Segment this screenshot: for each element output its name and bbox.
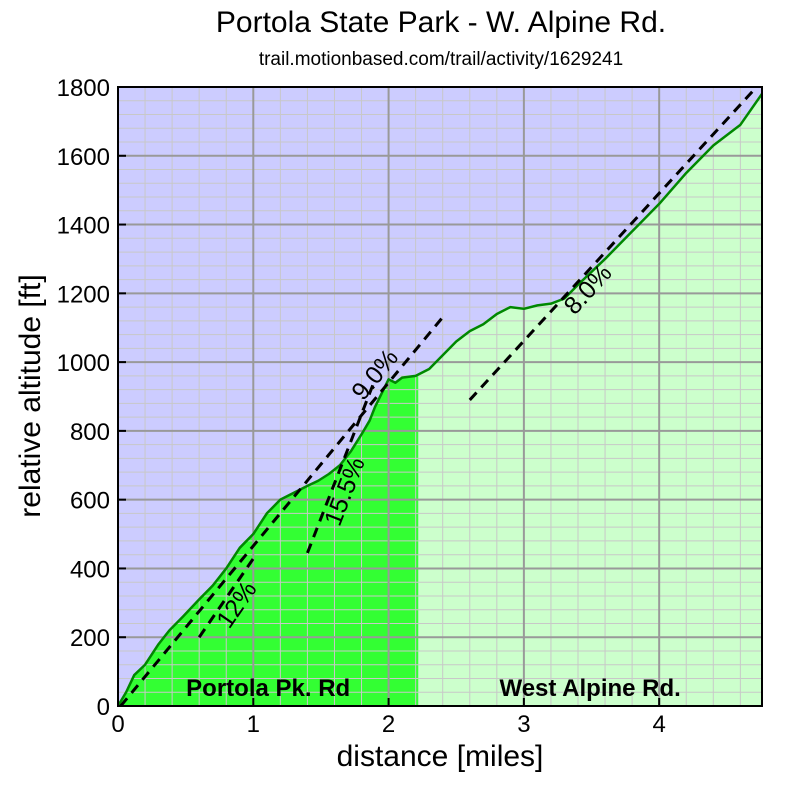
chart-title: Portola State Park - W. Alpine Rd. bbox=[216, 6, 666, 39]
x-tick-label: 0 bbox=[111, 711, 124, 738]
segment-label: West Alpine Rd. bbox=[499, 675, 680, 702]
y-axis-label: relative altitude [ft] bbox=[14, 274, 47, 517]
plot-area: 12%9.0%15.5%8.0% Portola Pk. Rd West Alpi… bbox=[117, 86, 763, 707]
y-axis-ticks: 0 200 400 600 800 1000 1200 1400 1600 1800 bbox=[57, 75, 126, 721]
grade-lines bbox=[119, 87, 758, 706]
y-tick-label: 1200 bbox=[57, 281, 110, 308]
x-axis-ticks: 0 1 2 3 4 bbox=[111, 698, 666, 738]
segment-label: Portola Pk. Rd bbox=[186, 675, 350, 702]
grade-line bbox=[306, 378, 377, 554]
chart-subtitle: trail.motionbased.com/trail/activity/162… bbox=[259, 49, 623, 70]
y-tick-label: 800 bbox=[70, 419, 110, 446]
x-axis-label: distance [miles] bbox=[337, 740, 544, 773]
y-tick-label: 1400 bbox=[57, 213, 110, 240]
y-tick-label: 400 bbox=[70, 556, 110, 583]
segment-fill-2 bbox=[418, 93, 762, 706]
x-tick-label: 1 bbox=[247, 711, 260, 738]
segment-labels: Portola Pk. Rd West Alpine Rd. bbox=[186, 675, 681, 702]
x-tick-label: 4 bbox=[652, 711, 665, 738]
y-tick-label: 1600 bbox=[57, 144, 110, 171]
y-tick-label: 600 bbox=[70, 488, 110, 515]
plot-border bbox=[117, 86, 763, 707]
y-tick-label: 1800 bbox=[57, 75, 110, 102]
x-tick-label: 2 bbox=[382, 711, 395, 738]
grade-line bbox=[468, 87, 758, 401]
y-tick-label: 1000 bbox=[57, 350, 110, 377]
x-tick-label: 3 bbox=[517, 711, 530, 738]
y-tick-label: 200 bbox=[70, 625, 110, 652]
y-tick-label: 0 bbox=[97, 694, 110, 721]
